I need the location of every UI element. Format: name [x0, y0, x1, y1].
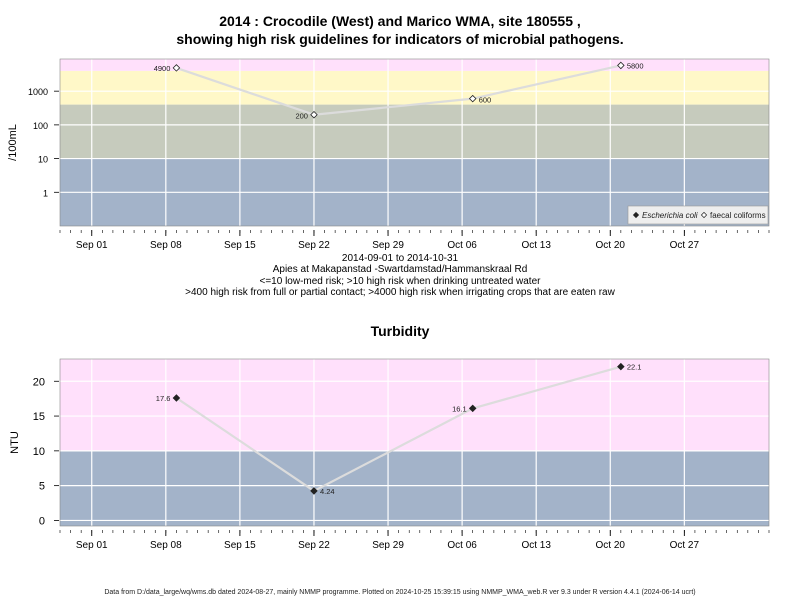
- chart1-x-tick-label-3: Sep 22: [298, 240, 330, 251]
- chart2-y-axis-label: NTU: [9, 431, 21, 454]
- chart2-y-tick-label-2: 10: [33, 446, 45, 458]
- chart2-risk-band-1: [60, 359, 769, 451]
- chart2-y-tick-label-3: 15: [33, 411, 45, 423]
- chart2-data-label-1: 4.24: [320, 487, 335, 496]
- chart2-x-tick-label-0: Sep 01: [76, 540, 108, 551]
- chart1-title-line1: 2014 : Crocodile (West) and Marico WMA, …: [219, 13, 581, 29]
- chart2-risk-band-0: [60, 450, 769, 526]
- chart2-x-tick-label-1: Sep 08: [150, 540, 182, 551]
- chart1-legend-label-0: Escherichia coli: [642, 211, 698, 220]
- chart1-plot-frame: [59, 58, 770, 227]
- chart1-data-label-1: 200: [295, 112, 308, 121]
- chart1-x-tick-label-7: Oct 20: [596, 240, 626, 251]
- risk-caption-line2: >400 high risk from full or partial cont…: [185, 287, 615, 298]
- chart2-data-point-2: [468, 404, 477, 413]
- chart2-x-tick-label-7: Oct 20: [596, 540, 626, 551]
- footer-note: Data from D:/data_large/wq/wms.db dated …: [104, 589, 696, 596]
- chart2-x-tick-label-3: Sep 22: [298, 540, 330, 551]
- chart1-risk-band-1: [60, 104, 769, 159]
- chart1-x-tick-label-5: Oct 06: [447, 240, 477, 251]
- chart1-data-label-0: 4900: [154, 64, 171, 73]
- chart1-x-tick-label-6: Oct 13: [521, 240, 551, 251]
- chart2-x-tick-label-4: Sep 29: [372, 540, 404, 551]
- chart1-x-tick-label-8: Oct 27: [670, 240, 700, 251]
- chart2-y-tick-label-1: 5: [39, 481, 45, 493]
- chart2-series-line-0: [175, 365, 622, 493]
- site-name-caption: Apies at Makapanstad -Swartdamstad/Hamma…: [272, 264, 528, 275]
- chart1-legend-box: [627, 205, 769, 225]
- chart2-x-tick-label-6: Oct 13: [521, 540, 551, 551]
- chart1-legend-label-1: faecal coliforms: [710, 211, 766, 220]
- chart2-data-label-2: 16.1: [452, 404, 467, 413]
- chart1-data-label-2: 600: [479, 96, 492, 105]
- risk-caption-line1: <=10 low-med risk; >10 high risk when dr…: [259, 276, 541, 287]
- chart1-y-tick-label-3: 1000: [28, 87, 48, 97]
- chart2-data-label-0: 17.6: [156, 394, 171, 403]
- chart1-data-point-1: [310, 110, 318, 119]
- chart2-data-point-3: [617, 362, 625, 371]
- chart1-data-label-3: 5800: [627, 61, 644, 70]
- chart1-x-tick-label-4: Sep 29: [372, 240, 404, 251]
- chart1-y-tick-label-1: 10: [38, 155, 48, 165]
- chart1-y-axis-label: /100mL: [7, 124, 19, 161]
- chart1-series-line-0: [176, 64, 622, 116]
- date-range-caption: 2014-09-01 to 2014-10-31: [341, 253, 459, 264]
- chart2-y-tick-label-0: 0: [39, 515, 45, 527]
- chart2-data-point-0: [172, 394, 181, 402]
- chart2-x-tick-label-2: Sep 15: [224, 540, 256, 551]
- chart1-y-tick-label-2: 100: [33, 121, 48, 131]
- chart2-title: Turbidity: [370, 323, 430, 339]
- chart2-data-label-3: 22.1: [627, 363, 642, 372]
- chart1-risk-band-3: [60, 59, 769, 71]
- chart1-data-point-0: [172, 64, 181, 72]
- chart1-data-point-3: [617, 61, 625, 70]
- chart2-x-tick-label-8: Oct 27: [670, 540, 700, 551]
- chart1-title-line2: showing high risk guidelines for indicat…: [176, 31, 624, 47]
- chart1-data-point-2: [468, 94, 477, 103]
- chart1-x-tick-label-2: Sep 15: [224, 240, 256, 251]
- chart2-plot-frame: [59, 358, 770, 527]
- chart1-legend-marker-1: [700, 211, 708, 219]
- chart2-x-tick-label-5: Oct 06: [447, 540, 477, 551]
- chart1-x-tick-label-0: Sep 01: [76, 240, 108, 251]
- chart2-y-tick-label-4: 20: [33, 376, 45, 388]
- chart1-x-tick-label-1: Sep 08: [150, 240, 182, 251]
- chart1-risk-band-2: [60, 70, 769, 105]
- chart1-legend-marker-0: [632, 211, 640, 219]
- chart2-data-point-1: [310, 487, 318, 495]
- chart1-y-tick-label-0: 1: [43, 188, 48, 198]
